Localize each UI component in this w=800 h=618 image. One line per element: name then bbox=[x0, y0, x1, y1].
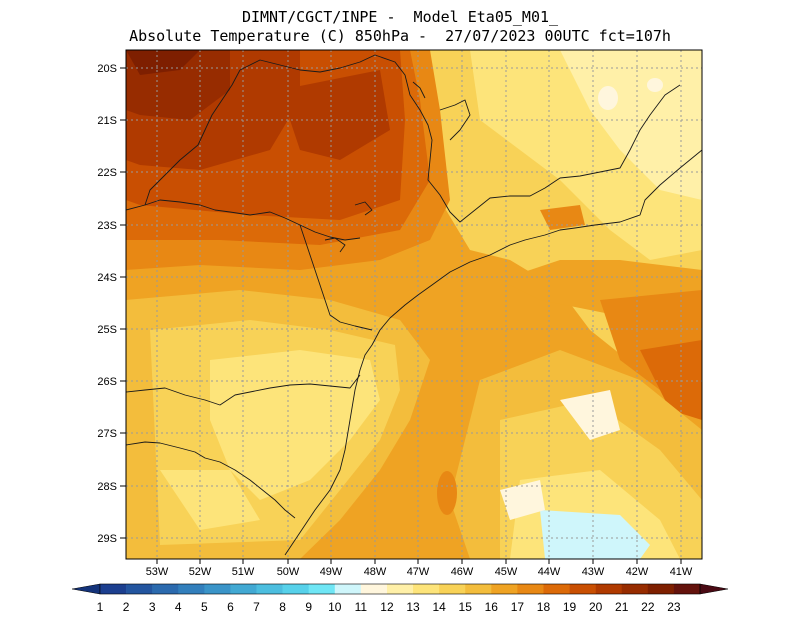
colorbar-label: 4 bbox=[175, 600, 182, 614]
colorbar-label: 21 bbox=[615, 600, 629, 614]
lon-label: 45W bbox=[495, 566, 518, 578]
colorbar-swatch bbox=[126, 584, 153, 594]
lat-label: 27S bbox=[97, 428, 117, 440]
lon-label: 49W bbox=[320, 566, 343, 578]
colorbar-label: 12 bbox=[380, 600, 394, 614]
colorbar-swatch bbox=[621, 584, 649, 594]
colorbar-label: 2 bbox=[123, 600, 130, 614]
lat-label: 23S bbox=[97, 220, 117, 232]
colorbar-label: 15 bbox=[459, 600, 473, 614]
lon-label: 44W bbox=[538, 566, 561, 578]
lat-label: 29S bbox=[97, 533, 117, 545]
colorbar-swatch bbox=[178, 584, 205, 594]
lon-label: 41W bbox=[670, 566, 693, 578]
colorbar-swatch bbox=[308, 584, 336, 594]
colorbar-label: 22 bbox=[641, 600, 655, 614]
colorbar-swatch bbox=[465, 584, 492, 594]
map-frame bbox=[125, 49, 703, 560]
lat-label: 26S bbox=[97, 376, 117, 388]
colorbar-label: 8 bbox=[279, 600, 286, 614]
lat-axis: 20S 21S 22S 23S 24S 25S 26S 27S 28S 29S bbox=[97, 63, 126, 545]
colorbar-swatch bbox=[100, 584, 127, 594]
colorbar-label: 1 bbox=[97, 600, 104, 614]
colorbar-label: 13 bbox=[406, 600, 420, 614]
colorbar-label: 18 bbox=[537, 600, 551, 614]
colorbar-label: 9 bbox=[305, 600, 312, 614]
colorbar-swatch bbox=[386, 584, 414, 594]
lon-label: 43W bbox=[582, 566, 605, 578]
lat-label: 21S bbox=[97, 115, 117, 127]
coastline-borders bbox=[126, 54, 702, 556]
colorbar-swatch bbox=[673, 584, 701, 594]
colorbar-swatch bbox=[517, 584, 544, 594]
colorbar-label: 17 bbox=[511, 600, 525, 614]
lon-label: 47W bbox=[407, 566, 430, 578]
colorbar-swatch bbox=[543, 584, 570, 594]
chart-title-line2: Absolute Temperature (C) 850hPa - 27/07/… bbox=[129, 27, 671, 45]
colorbar-swatch bbox=[152, 584, 179, 594]
colorbar-label: 14 bbox=[432, 600, 446, 614]
lon-label: 46W bbox=[451, 566, 474, 578]
colorbar-label: 20 bbox=[589, 600, 603, 614]
colorbar-over-arrow bbox=[699, 583, 729, 595]
colorbar-label: 7 bbox=[253, 600, 260, 614]
colorbar: 1 2 3 4 5 6 7 8 9 10 11 12 13 14 15 16 17 18 19 20 21 22 23 bbox=[71, 583, 729, 614]
temperature-field bbox=[126, 50, 702, 559]
colorbar-label: 16 bbox=[485, 600, 499, 614]
colorbar-label: 10 bbox=[328, 600, 342, 614]
colorbar-border bbox=[99, 583, 701, 595]
lon-label: 51W bbox=[232, 566, 255, 578]
colorbar-label: 19 bbox=[563, 600, 577, 614]
lat-label: 28S bbox=[97, 481, 117, 493]
colorbar-label: 6 bbox=[227, 600, 234, 614]
lon-label: 42W bbox=[626, 566, 649, 578]
colorbar-swatch bbox=[360, 584, 388, 594]
lon-label: 48W bbox=[364, 566, 387, 578]
colorbar-swatch bbox=[334, 584, 362, 594]
lat-label: 24S bbox=[97, 272, 117, 284]
lon-axis: 53W 52W 51W 50W 49W 48W 47W 46W 45W 44W … bbox=[146, 559, 693, 578]
colorbar-swatch bbox=[204, 584, 231, 594]
colorbar-swatch bbox=[647, 584, 675, 594]
lon-label: 50W bbox=[277, 566, 300, 578]
lon-label: 52W bbox=[189, 566, 212, 578]
colorbar-swatch bbox=[491, 584, 518, 594]
colorbar-swatch bbox=[256, 584, 283, 594]
lat-label: 22S bbox=[97, 167, 117, 179]
lat-label: 25S bbox=[97, 324, 117, 336]
lat-label: 20S bbox=[97, 63, 117, 75]
colorbar-label: 3 bbox=[149, 600, 156, 614]
grid-lines bbox=[126, 50, 702, 559]
colorbar-swatch bbox=[282, 584, 309, 594]
colorbar-swatch bbox=[413, 584, 440, 594]
colorbar-swatch bbox=[230, 584, 257, 594]
chart-title-line1: DIMNT/CGCT/INPE - Model Eta05_M01_ bbox=[241, 8, 559, 26]
colorbar-swatch bbox=[569, 584, 596, 594]
colorbar-label: 5 bbox=[201, 600, 208, 614]
colorbar-label: 11 bbox=[355, 600, 368, 614]
colorbar-under-arrow bbox=[71, 583, 101, 595]
lon-label: 53W bbox=[146, 566, 169, 578]
colorbar-label: 23 bbox=[667, 600, 681, 614]
colorbar-swatch bbox=[439, 584, 466, 594]
colorbar-swatch bbox=[595, 584, 623, 594]
